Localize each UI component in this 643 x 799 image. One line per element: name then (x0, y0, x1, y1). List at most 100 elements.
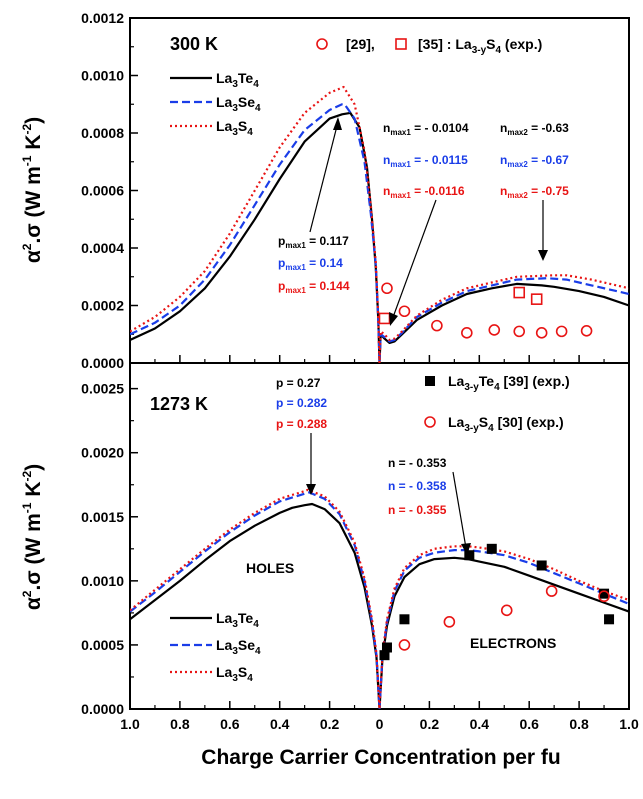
bottom-p-se: p = 0.282 (276, 396, 327, 410)
top-ytick-label: 0.0006 (81, 183, 124, 199)
top-exp-point-circle (381, 282, 393, 295)
x-axis-title: Charge Carrier Concentration per fu (201, 746, 560, 769)
top-legend-label-te: La3Te4 (216, 70, 259, 90)
top-nmax1-te: nmax1 = - 0.0104 (383, 121, 469, 137)
xtick-label: 0.6 (519, 716, 539, 732)
bottom-exp-point-circle (545, 585, 558, 597)
top-y-axis-title: α2.σ (W m-1 K-2) (20, 117, 45, 263)
bottom-ytick-label: 0.0000 (81, 701, 124, 717)
bottom-ytick-label: 0.0015 (81, 509, 124, 525)
top-ytick-label: 0.0010 (81, 68, 124, 84)
bottom-exp-point-circle (500, 604, 513, 617)
bottom-n-se: n = - 0.358 (388, 479, 447, 493)
top-legend-label-se: La3Se4 (216, 94, 261, 114)
xtick-label: 0 (376, 716, 384, 732)
bottom-series-La3Te4 (130, 502, 629, 709)
bottom-p-s: p = 0.288 (276, 417, 327, 431)
xtick-label: 1.0 (619, 716, 639, 732)
top-temperature-label: 300 K (170, 34, 218, 54)
top-nmax2-te: nmax2 = -0.63 (500, 121, 569, 137)
top-pmax-se: pmax1 = 0.14 (278, 256, 343, 272)
arrowhead-bottom-n (461, 543, 471, 555)
bottom-ytick-label: 0.0025 (81, 381, 124, 397)
bottom-exp-point-circle (398, 639, 411, 651)
bottom-p-te: p = 0.27 (276, 376, 321, 390)
top-exp-point-circle (555, 325, 568, 338)
top-exp-point-square (530, 293, 543, 305)
electrons-label: ELECTRONS (470, 635, 556, 651)
bottom-exp-point-filled-square (486, 543, 497, 554)
xtick-label: 1.0 (120, 716, 140, 732)
top-exp-point-circle (398, 305, 411, 318)
top-panel-curves (130, 85, 629, 363)
top-pmax-s: pmax1 = 0.144 (278, 279, 350, 295)
top-legend-ref35: [35] : La3-yS4 (exp.) (418, 36, 542, 56)
top-ytick-label: 0.0012 (81, 10, 124, 26)
top-exp-point-square (378, 312, 391, 325)
top-pmax-te: pmax1 = 0.117 (278, 234, 349, 250)
arrowhead-bottom-p (306, 484, 316, 495)
bottom-ytick-label: 0.0020 (81, 445, 124, 461)
top-exp-point-circle (431, 319, 443, 332)
arrowhead-nmax2 (538, 250, 548, 261)
arrowhead-nmax1 (389, 312, 398, 326)
bottom-exp-point-filled-square (599, 588, 610, 599)
markers-layer (378, 282, 615, 661)
xtick-label: 0.8 (170, 716, 190, 732)
arrow-bottom-n (452, 471, 467, 549)
top-nmax1-se: nmax1 = - 0.0115 (383, 153, 468, 169)
bottom-n-te: n = - 0.353 (388, 456, 447, 470)
bottom-ytick-label: 0.0005 (81, 637, 124, 653)
top-nmax2-se: nmax2 = -0.67 (500, 153, 569, 169)
top-exp-point-circle (513, 325, 526, 338)
bottom-y-axis-title: α2.σ (W m-1 K-2) (20, 464, 45, 610)
bottom-exp-point-filled-square (379, 650, 390, 661)
bottom-exp-point-circle (598, 590, 610, 603)
arrowhead-pmax (333, 117, 342, 130)
top-exp-point-square (513, 286, 526, 299)
top-series-La3Te4 (130, 111, 629, 363)
xtick-label: 0.2 (320, 716, 340, 732)
top-nmax2-s: nmax2 = -0.75 (500, 184, 569, 200)
holes-label: HOLES (246, 560, 294, 576)
top-legend-ref29: [29], (346, 36, 375, 52)
bottom-series-La3Se4 (130, 491, 629, 709)
ticks-layer: 0.0000 0.0002 0.0004 0.0006 0.0008 0.0010 0.00… (81, 10, 639, 732)
xtick-label: 0.4 (270, 716, 290, 732)
top-nmax1-s: nmax1 = -0.0116 (383, 184, 465, 200)
bottom-ytick-label: 0.0010 (81, 573, 124, 589)
top-exp-point-circle (580, 324, 593, 337)
bottom-series-La3S4 (130, 488, 629, 709)
top-legend-circle-marker (316, 38, 328, 50)
top-exp-point-circle (461, 327, 473, 339)
bottom-n-s: n = - 0.355 (388, 503, 447, 517)
bottom-legend-s-exp: La3-yS4 [30] (exp.) (448, 414, 564, 434)
bottom-exp-point-filled-square (604, 614, 615, 625)
top-exp-point-circle (535, 327, 548, 339)
bottom-exp-point-filled-square (381, 642, 392, 653)
bottom-legend-circle (424, 416, 436, 428)
top-ytick-label: 0.0002 (81, 298, 124, 314)
arrow-pmax (309, 121, 339, 233)
bottom-exp-point-filled-square (399, 614, 410, 625)
bottom-legend-te-exp: La3-yTe4 [39] (exp.) (448, 373, 570, 393)
top-ytick-label: 0.0008 (81, 125, 124, 141)
bottom-panel-curves (130, 488, 629, 709)
top-ytick-label: 0.0004 (81, 240, 124, 256)
bottom-arrows (306, 433, 471, 555)
bottom-legend-label-te: La3Te4 (216, 610, 259, 630)
xtick-label: 0.2 (420, 716, 440, 732)
xtick-label: 0.4 (470, 716, 490, 732)
top-legend-label-s: La3S4 (216, 118, 253, 138)
bottom-temperature-label: 1273 K (150, 394, 208, 414)
xtick-label: 0.6 (220, 716, 240, 732)
top-legend-square-marker (395, 38, 407, 50)
top-series-La3S4 (130, 85, 629, 363)
top-arrows (309, 117, 548, 326)
bottom-exp-point-filled-square (536, 560, 547, 571)
bottom-exp-point-circle (443, 616, 456, 628)
top-ytick-label: 0.0000 (81, 355, 124, 371)
arrow-nmax1 (391, 199, 437, 321)
bottom-legend-label-se: La3Se4 (216, 637, 261, 657)
